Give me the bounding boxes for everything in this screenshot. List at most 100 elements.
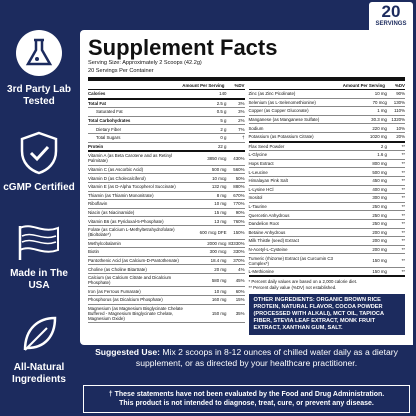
footnote: ** Percent daily value (%DV) not establi… [248, 285, 337, 291]
nutrient-name: Protein [88, 143, 104, 149]
nutrient-amount: 500 mg [211, 167, 227, 173]
nutrient-dv: 370% [233, 257, 245, 263]
nutrient-dv: 20% [396, 134, 405, 140]
badge-item: 3rd Party Lab Tested [0, 28, 78, 108]
nutrient-amount: 2.5 g [216, 100, 227, 106]
nutrient-name: Vitamin A (as Beta Carotene and as Retin… [88, 153, 173, 164]
fact-row: Vitamin A (as Beta Carotene and as Retin… [88, 152, 245, 166]
fact-row: Total Fat 2.5 g 3% [88, 100, 245, 109]
nutrient-dv: ** [401, 143, 405, 149]
fact-row: Protein 22 g [88, 143, 245, 153]
nutrient-amount: 200 mg [372, 246, 387, 252]
right-column: Amount Per Serving %DV Zinc (as Zinc Pico… [248, 82, 405, 336]
nutrient-amount: 160 mg [211, 297, 227, 303]
nutrient-amount: 15 mg [214, 210, 227, 216]
nutrient-name: Total Fat [88, 100, 106, 106]
nutrient-name: L-Methionine [248, 269, 274, 275]
nutrient-dv: 3% [238, 100, 245, 106]
nutrient-amount: 150 mg [372, 258, 387, 264]
nutrient-dv: 4% [238, 266, 245, 272]
nutrient-dv: 2% [238, 118, 245, 124]
disclaimer-line: This product is not intended to diagnose… [119, 400, 374, 407]
nutrient-name: Hops Extract [248, 161, 274, 167]
nutrient-dv: 670% [233, 192, 245, 198]
nutrient-dv: ** [401, 258, 405, 264]
nutrient-amount: 500 mg [372, 169, 387, 175]
nutrient-amount: 20 mg [214, 266, 227, 272]
nutrient-name: Pantothenic Acid (as Calcium-D-Pantothen… [88, 257, 179, 263]
nutrient-amount: 300 mcg [209, 249, 227, 255]
facts-title: Supplement Facts [88, 35, 278, 60]
nutrient-name: Riboflavin [88, 201, 108, 207]
sidebar-label: 3rd Party Lab Tested [7, 84, 71, 107]
flask-icon [16, 30, 62, 76]
fact-row: Methylcobalamin 2000 mcg 83330% [88, 240, 245, 249]
fact-row: L-Lysine HCl 400 mg ** [248, 186, 405, 195]
nutrient-name: Folate (as Calcium L-Methyltetrahydrofol… [88, 227, 175, 238]
nutrient-dv: ** [401, 238, 405, 244]
fact-row: Sodium 220 mg 10% [248, 124, 405, 133]
nutrient-amount: 600 mcg DFE [199, 229, 227, 235]
nutrient-dv: ** [401, 178, 405, 184]
nutrient-dv: 7% [238, 126, 245, 132]
fact-row: Calories 140 [88, 90, 245, 100]
nutrient-amount: 0 g [220, 135, 227, 141]
nutrient-name: Vitamin D (as Cholecalciferol) [88, 175, 146, 181]
nutrient-amount: 2000 mcg [207, 240, 227, 246]
nutrient-dv: 1320% [391, 117, 405, 123]
nutrient-amount: 132 mg [211, 184, 227, 190]
servings: 20 Servings Per Container [88, 67, 154, 74]
column-header: Amount Per Serving %DV [88, 82, 245, 90]
fact-row: Choline (as Choline Bitartrate) 20 mg 4% [88, 265, 245, 274]
header-dv: %DV [394, 83, 405, 88]
nutrient-amount: 8 mg [216, 192, 227, 198]
nutrient-dv: ** [401, 221, 405, 227]
fact-row: Himalayan Pink Salt 450 mg ** [248, 177, 405, 186]
header-amount: Amount Per Serving [342, 83, 385, 88]
nutrient-name: L-Lysine HCl [248, 186, 274, 192]
nutrient-name: Selenium (as L-Selenomethionine) [248, 99, 316, 105]
nutrient-amount: 70 mcg [372, 99, 387, 105]
fact-row: Magnesium (as Magnesium Bisglycinate Che… [88, 305, 245, 324]
nutrient-name: Betaine Anhydrous [248, 229, 286, 235]
nutrient-name: Niacin (as Niacinamide) [88, 210, 135, 216]
nutrient-dv: 83330% [228, 240, 245, 246]
nutrient-dv: 15% [235, 297, 245, 303]
left-column: Amount Per Serving %DV Calories 140 Total F… [88, 82, 245, 335]
fact-row: Thiamin (as Thiamin Mononitrate) 8 mg 670% [88, 192, 245, 201]
nutrient-dv: 110% [394, 108, 405, 114]
fact-row: Saturated Fat 0.5 g 3% [88, 108, 245, 117]
nutrient-dv: ** [401, 204, 405, 210]
nutrient-name: Calories [88, 91, 106, 97]
fact-row: Flax Seed Powder 2 g ** [248, 143, 405, 152]
nutrient-dv: 560% [233, 167, 245, 173]
nutrient-name: Inositol [248, 195, 263, 201]
fact-row: Selenium (as L-Selenomethionine) 70 mcg 13… [248, 99, 405, 108]
fact-row: L-Leucine 500 mg ** [248, 168, 405, 177]
nutrient-amount: 10 mcg [212, 175, 227, 181]
nutrient-name: Copper (as Copper Gluconate) [248, 108, 309, 114]
fact-row: Hops Extract 800 mg ** [248, 160, 405, 169]
fact-row: Vitamin E (as D-Alpha Tocopherol Succina… [88, 183, 245, 192]
shield-icon [20, 131, 58, 175]
nutrient-amount: 1 mg [377, 108, 387, 114]
fact-row: Total Carbohydrates 5 g 2% [88, 117, 245, 126]
nutrient-dv: 130% [393, 99, 405, 105]
nutrient-name: L-Taurine [248, 204, 267, 210]
fact-row: N-Acetyl-L-Cysteine 200 mg ** [248, 246, 405, 255]
nutrient-amount: 250 mg [372, 221, 387, 227]
nutrient-dv: 760% [233, 218, 245, 224]
nutrient-amount: 220 mg [372, 125, 387, 131]
nutrient-amount: 150 mg [211, 310, 227, 316]
nutrient-dv: 770% [233, 201, 245, 207]
nutrient-dv: ** [401, 161, 405, 167]
nutrient-amount: 18.4 mg [210, 257, 227, 263]
nutrient-dv: 90% [235, 210, 245, 216]
nutrient-dv: 60% [235, 288, 245, 294]
nutrient-amount: 300 mg [372, 195, 387, 201]
nutrient-amount: 10 mg [214, 201, 227, 207]
nutrient-name: Vitamin E (as D-Alpha Tocopherol Succina… [88, 184, 176, 190]
nutrient-name: Magnesium (as Magnesium Bisglycinate Che… [88, 305, 183, 321]
fact-row: Dandelion Root 250 mg ** [248, 220, 405, 229]
